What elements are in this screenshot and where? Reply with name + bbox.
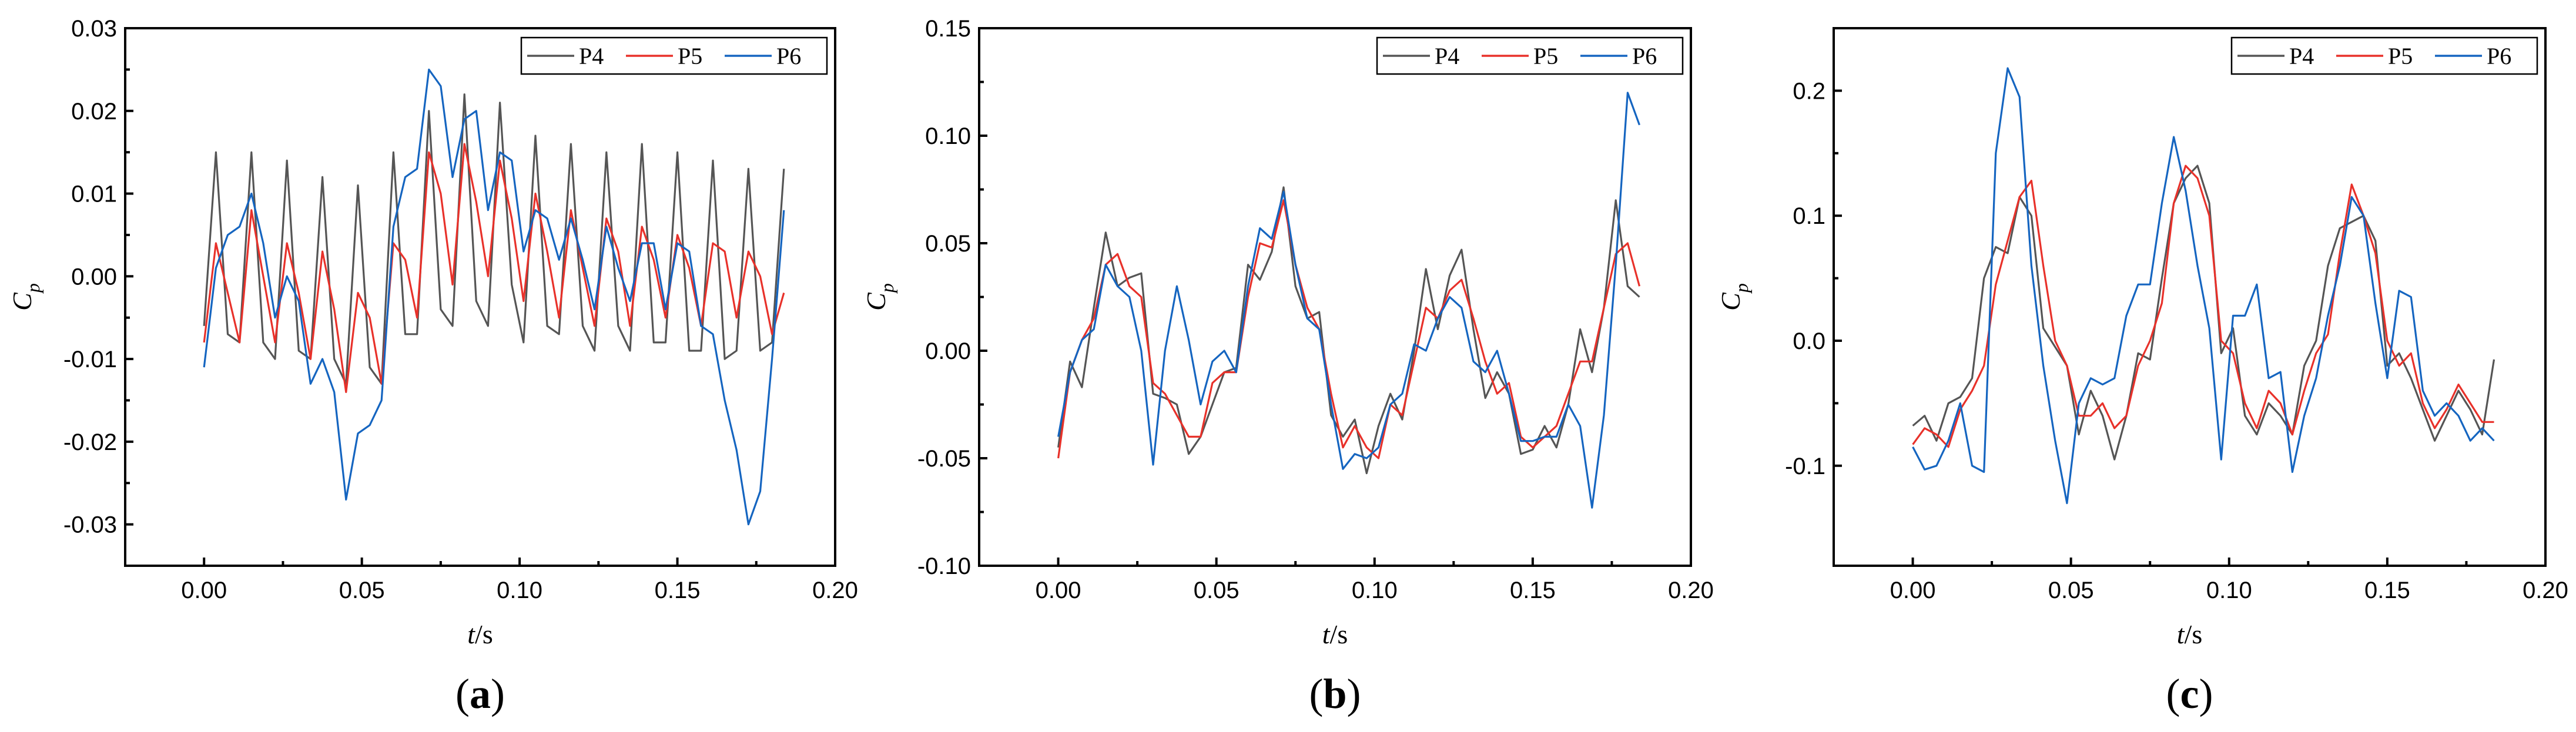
y-axis-title: Cp [7, 283, 43, 311]
x-tick-label: 0.05 [1194, 577, 1240, 603]
legend-label-p4: P4 [2289, 43, 2314, 69]
y-axis-title: Cp [861, 283, 897, 311]
y-tick-label: -0.05 [917, 446, 971, 472]
y-tick-label: 0.00 [71, 264, 117, 290]
x-tick-label: 0.05 [2048, 577, 2094, 603]
x-axis-title: t/s [467, 619, 493, 649]
x-axis-title: t/s [2177, 619, 2202, 649]
chart-panel-c: 0.00 0.05 0.10 0.15 0.20 -0.1 0.0 0.1 0.2 t/s Cp P4… [1716, 27, 2568, 717]
legend-label-p4: P4 [1435, 43, 1459, 69]
legend-label-p5: P5 [1533, 43, 1558, 69]
series-line-p5 [203, 143, 785, 394]
x-tick-label: 0.00 [181, 577, 227, 603]
series-line-p5 [1912, 164, 2494, 448]
y-tick-label: 0.02 [71, 99, 117, 125]
y-axis-title: Cp [1716, 283, 1752, 311]
y-tick-label: 0.1 [1793, 203, 1825, 229]
panel-label: (c) [2166, 670, 2213, 717]
series-group [1912, 67, 2495, 505]
series-group [203, 68, 785, 526]
y-tick-label: -0.02 [63, 429, 117, 455]
legend: P4 P5 P6 [520, 36, 828, 75]
x-tick-label: 0.15 [655, 577, 701, 603]
y-tick-label: 0.15 [925, 16, 971, 42]
y-tick-label: 0.10 [925, 123, 971, 149]
y-tick-label: 0.00 [925, 338, 971, 364]
series-line-p5 [1057, 199, 1641, 459]
x-axis-title: t/s [1322, 619, 1348, 649]
y-tick-label: -0.01 [63, 347, 117, 372]
legend-label-p6: P6 [776, 43, 801, 69]
chart-panel-b: 0.00 0.05 0.10 0.15 0.20 -0.10 -0.05 0.00 0.05 0.… [861, 16, 1714, 717]
panel-label: (b) [1309, 670, 1361, 717]
plot-frame [124, 27, 836, 567]
x-tick-label: 0.00 [1890, 577, 1936, 603]
legend-label-p6: P6 [1632, 43, 1657, 69]
y-tick-label: 0.0 [1793, 328, 1825, 354]
x-tick-label: 0.10 [1352, 577, 1398, 603]
x-tick-label: 0.05 [339, 577, 385, 603]
y-tick-label: -0.03 [63, 512, 117, 538]
y-tick-label: 0.01 [71, 182, 117, 207]
plot-frame [978, 27, 1692, 567]
y-tick-label: -0.10 [917, 553, 971, 579]
legend-label-p6: P6 [2487, 43, 2511, 69]
series-line-p6 [1912, 67, 2495, 505]
y-tick-label: -0.1 [1785, 454, 1825, 479]
x-tick-label: 0.10 [497, 577, 542, 603]
y-tick-label: 0.03 [71, 16, 117, 42]
series-line-p6 [1057, 92, 1641, 509]
legend-label-p4: P4 [579, 43, 604, 69]
x-tick-label: 0.20 [2523, 577, 2568, 603]
legend-label-p5: P5 [678, 43, 702, 69]
y-tick-label: 0.2 [1793, 78, 1825, 104]
x-tick-label: 0.15 [2364, 577, 2410, 603]
series-line-p4 [203, 93, 785, 385]
y-tick-label: 0.05 [925, 231, 971, 257]
panel-label: (a) [455, 670, 505, 717]
x-tick-label: 0.00 [1036, 577, 1081, 603]
chart-panel-a: 0.00 0.05 0.10 0.15 0.20 -0.03 -0.02 -0.01 0.00 0… [7, 16, 858, 717]
legend: P4 P5 P6 [2230, 36, 2538, 75]
series-group [1057, 92, 1641, 509]
legend: P4 P5 P6 [1376, 36, 1684, 75]
series-line-p4 [1057, 186, 1640, 475]
x-tick-label: 0.20 [1668, 577, 1714, 603]
legend-label-p5: P5 [2388, 43, 2413, 69]
x-tick-label: 0.15 [1510, 577, 1556, 603]
series-line-p6 [203, 68, 785, 526]
series-line-p4 [1912, 164, 2495, 461]
x-tick-label: 0.20 [812, 577, 858, 603]
x-tick-label: 0.10 [2206, 577, 2252, 603]
plot-frame [1833, 27, 2547, 567]
